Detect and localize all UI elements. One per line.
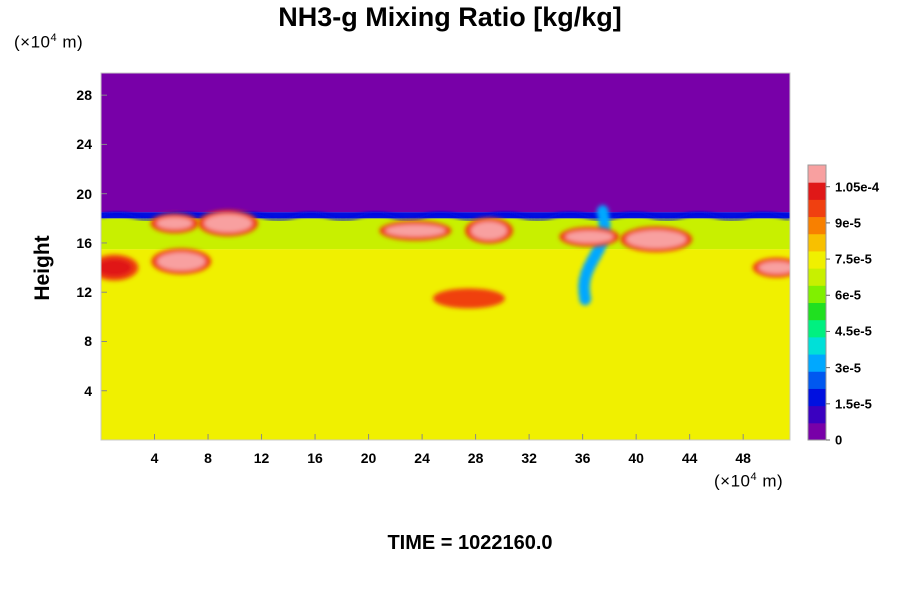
concentration-patch [432, 288, 505, 309]
x-tick-label: 36 [574, 450, 591, 466]
y-axis-unit: (×104 m) [14, 32, 83, 53]
x-tick-label: 4 [150, 450, 159, 466]
patch-core [470, 221, 507, 240]
x-tick-label: 32 [521, 450, 537, 466]
colorbar-segment [808, 371, 826, 389]
colorbar-segment [808, 199, 826, 218]
colorbar-segment [808, 319, 826, 338]
x-tick-label: 48 [735, 450, 751, 466]
colorbar-label: 1.05e-4 [835, 179, 880, 195]
concentration-patch [620, 226, 693, 253]
x-tick-label: 40 [628, 450, 644, 466]
patch-core [438, 292, 499, 305]
concentration-patch [752, 257, 790, 278]
colorbar-label: 0 [835, 432, 843, 448]
x-tick-label: 20 [360, 450, 377, 466]
colorbar-label: 6e-5 [835, 287, 862, 303]
y-tick-label: 8 [84, 333, 92, 350]
colorbar-segment [808, 250, 826, 269]
colorbar-segment [808, 268, 826, 286]
colorbar-segment [808, 285, 826, 303]
y-unit-suffix: m) [57, 32, 84, 52]
colorbar-label: 1.5e-5 [835, 396, 872, 412]
colorbar-label: 7.5e-5 [835, 251, 872, 267]
concentration-patch [379, 220, 452, 241]
axis-ticks [101, 94, 744, 440]
colorbar-frame [807, 164, 827, 441]
colorbar-segment [808, 336, 826, 355]
colorbar-segment [808, 302, 826, 321]
colorbar-label: 9e-5 [835, 215, 862, 231]
colorbar-segment [808, 354, 826, 372]
patch-core [758, 261, 790, 274]
plume-segment [579, 291, 592, 306]
chart-title: NH3-g Mixing Ratio [kg/kg] [278, 2, 622, 32]
heatmap-field [101, 73, 790, 440]
colorbar-segment [808, 233, 826, 252]
concentration-patch [464, 217, 513, 244]
plot-frame [100, 72, 791, 441]
x-tick-label: 28 [467, 450, 484, 466]
x-tick-label: 24 [414, 450, 430, 466]
patch-core [157, 252, 206, 271]
patch-core [385, 224, 446, 237]
transition-band [101, 212, 790, 219]
x-unit-suffix: m) [757, 471, 784, 491]
upper-region [101, 73, 790, 213]
x-tick-label: 44 [681, 450, 698, 466]
y-tick-label: 20 [76, 185, 92, 202]
colorbar-segment [808, 405, 826, 424]
colorbar-label: 4.5e-5 [835, 323, 872, 339]
colorbar-segment [808, 388, 826, 407]
colorbar [807, 164, 830, 441]
y-unit-exponent: 4 [50, 32, 58, 44]
y-tick-label: 12 [76, 284, 92, 301]
colorbar-segment [808, 165, 826, 183]
x-unit-exponent: 4 [750, 471, 758, 483]
lower-region [101, 249, 790, 440]
patch-core [204, 214, 253, 233]
colorbar-segment [808, 422, 826, 441]
x-axis-unit: (×104 m) [714, 471, 783, 492]
colorbar-label: 3e-5 [835, 360, 862, 376]
y-tick-label: 4 [84, 382, 92, 399]
time-label: TIME = 1022160.0 [387, 532, 553, 554]
patch-core [101, 258, 133, 277]
x-tick-label: 12 [253, 450, 270, 466]
y-unit-prefix: (×10 [14, 32, 51, 52]
y-tick-label: 16 [76, 234, 92, 251]
concentration-patch [150, 213, 199, 234]
x-tick-label: 8 [204, 450, 212, 466]
concentration-patch [198, 210, 259, 237]
y-tick-label: 24 [76, 136, 92, 153]
patch-core [626, 230, 687, 249]
patch-core [565, 230, 614, 243]
concentration-patch [151, 248, 212, 275]
concentration-patch [559, 226, 620, 247]
x-unit-prefix: (×10 [714, 471, 751, 491]
colorbar-segment [808, 216, 826, 235]
patch-core [156, 217, 193, 230]
y-tick-label: 28 [76, 87, 92, 104]
x-tick-label: 16 [307, 450, 323, 466]
colorbar-segment [808, 182, 826, 200]
concentration-patch [101, 254, 139, 281]
